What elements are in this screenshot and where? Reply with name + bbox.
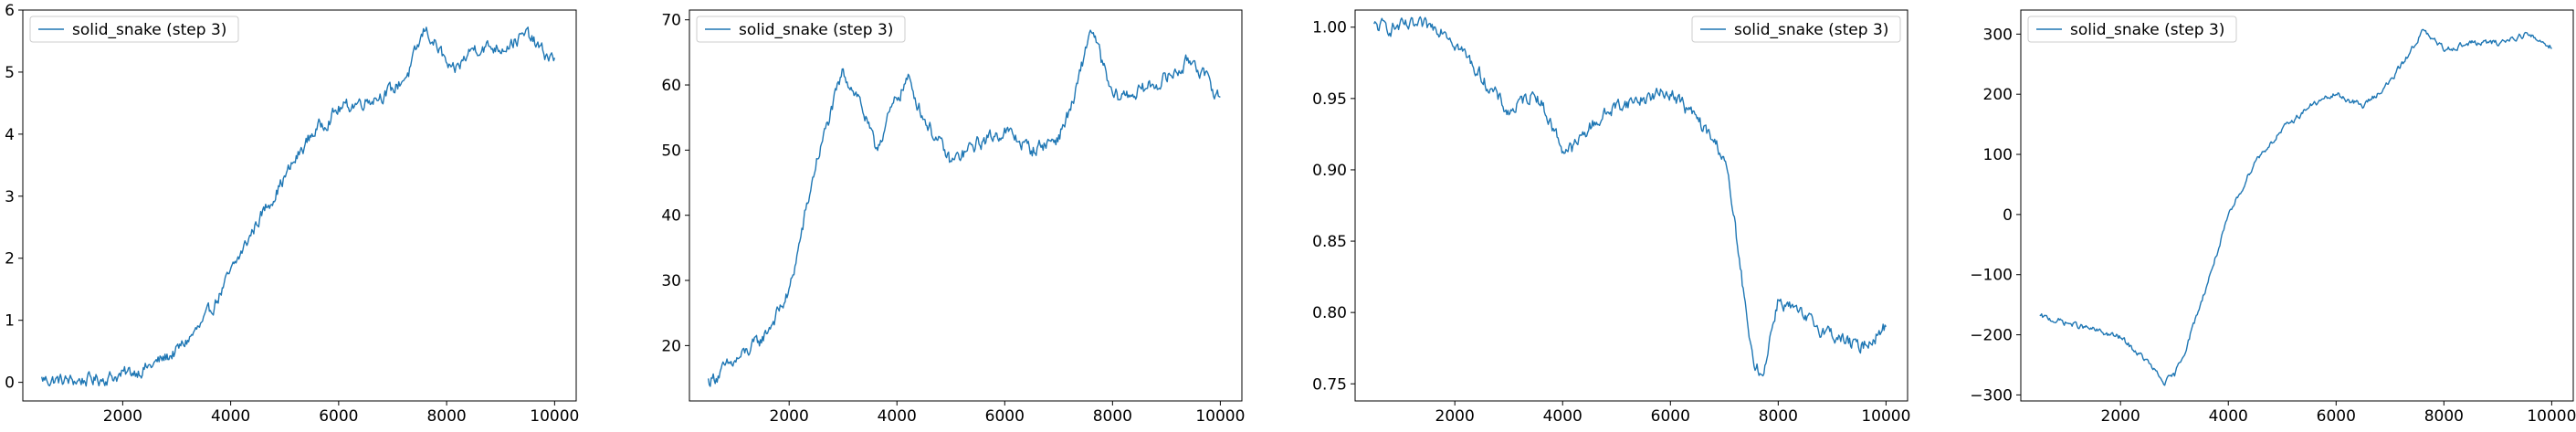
y-tick-label: 0 [2003,206,2013,225]
y-tick-label: 0 [5,374,15,393]
x-tick-label: 6000 [2317,407,2356,426]
series-line-3-1 [1373,16,1887,377]
axes-frame [689,9,1243,402]
x-tick-label: 8000 [1759,407,1798,426]
x-tick-label: 2000 [1435,407,1475,426]
axes-frame [22,9,577,402]
chart-panel-3: 2000 4000 6000 8000 10000 0.75 0.80 0.85 0.90 0.9… [1312,9,1910,426]
y-tick-label: 5 [5,64,15,82]
y-tick-label: 0.75 [1312,375,1347,394]
series-line-4-1 [2039,28,2552,386]
legend: solid_snake (step 3) [29,16,239,43]
x-tick-label: 4000 [211,407,250,426]
legend: solid_snake (step 3) [1691,16,1901,43]
x-tick-label: 8000 [1093,407,1132,426]
legend-box [696,16,906,43]
y-tick-label: 6 [5,2,15,20]
y-tick-label: 30 [661,272,681,290]
axes-frame [1354,9,1908,402]
x-tick-label: 2000 [770,407,809,426]
x-tick-label: 4000 [2209,407,2248,426]
x-tick-label: 10000 [530,407,579,426]
x-tick-label: 6000 [985,407,1025,426]
x-tick-label: 10000 [1195,407,1245,426]
y-tick-label: −300 [1970,386,2013,405]
legend-label: solid_snake (step 3) [2070,21,2224,39]
y-tick-label: 0.80 [1312,304,1347,322]
y-tick-label: 3 [5,188,15,206]
y-tick-label: 200 [1983,86,2013,104]
chart-panel-2: 2000 4000 6000 8000 10000 20 30 40 50 60 70 solid_s… [661,9,1245,426]
series-line-1-1 [41,26,556,387]
y-tick-label: 0.95 [1312,90,1347,109]
legend: solid_snake (step 3) [2027,16,2237,43]
y-tick-label: 60 [661,77,681,95]
y-tick-label: 50 [661,142,681,160]
legend-box [2027,16,2237,43]
y-tick-label: 2 [5,250,15,269]
y-tick-label: −100 [1970,267,2013,285]
y-tick-label: 1 [5,312,15,331]
y-tick-label: 300 [1983,26,2013,44]
legend-box [29,16,239,43]
x-tick-label: 6000 [1651,407,1690,426]
x-tick-label: 2000 [2101,407,2140,426]
y-tick-label: 0.90 [1312,162,1347,180]
x-tick-label: 8000 [2424,407,2464,426]
x-tick-label: 4000 [1543,407,1582,426]
x-tick-label: 10000 [2527,407,2576,426]
x-tick-label: 10000 [1861,407,1910,426]
y-tick-label: 0.85 [1312,233,1347,251]
y-tick-label: 70 [661,12,681,30]
legend-label: solid_snake (step 3) [739,21,893,39]
y-tick-label: 40 [661,207,681,226]
y-tick-label: 20 [661,337,681,355]
y-tick-label: 1.00 [1312,19,1347,37]
legend-label: solid_snake (step 3) [1734,21,1888,39]
y-tick-label: 100 [1983,146,2013,164]
series-line-2-1 [708,29,1221,387]
x-tick-label: 4000 [878,407,917,426]
y-tick-label: 4 [5,126,15,144]
x-tick-label: 8000 [426,407,466,426]
chart-panel-4: 2000 4000 6000 8000 10000 −300 −200 −100 0 100 200… [1970,9,2576,426]
x-tick-label: 6000 [319,407,358,426]
x-tick-label: 2000 [103,407,142,426]
chart-panel-1: 2000 4000 6000 8000 10000 0 1 2 3 4 5 6 solid_snake … [5,2,579,426]
legend-box [1691,16,1901,43]
y-tick-label: −200 [1970,327,2013,345]
legend-label: solid_snake (step 3) [72,21,226,39]
axes-frame [2020,9,2574,402]
legend: solid_snake (step 3) [696,16,906,43]
